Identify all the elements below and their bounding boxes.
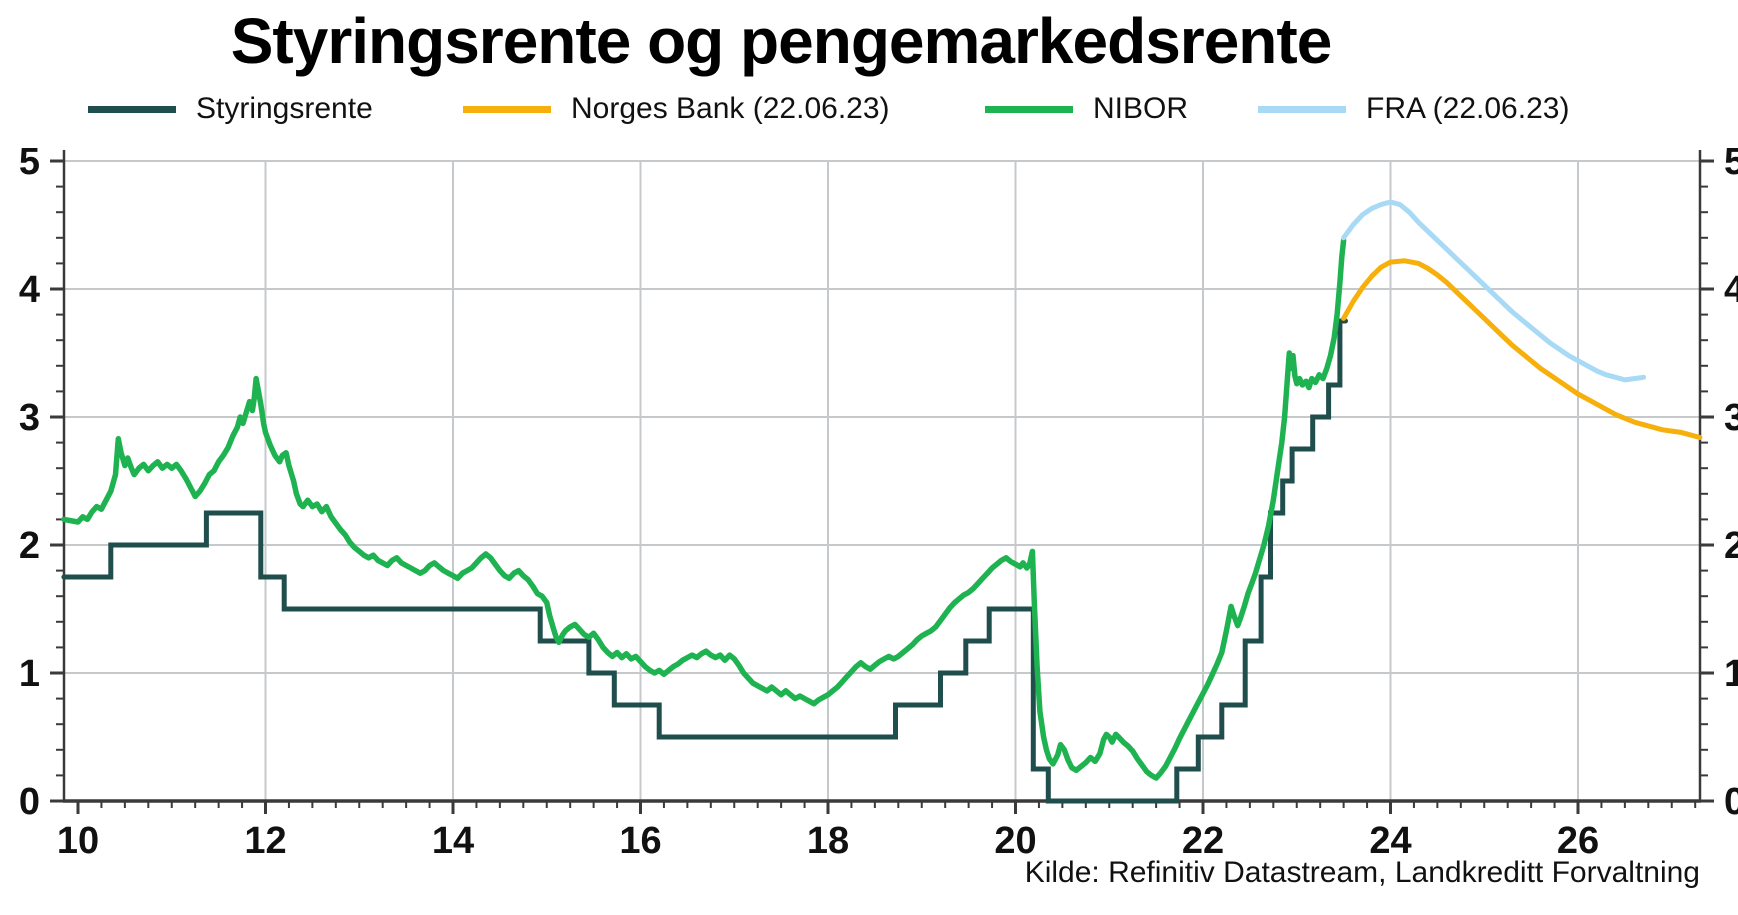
legend-swatch-styringsrente-line [88, 105, 176, 113]
svg-text:0: 0 [19, 781, 40, 823]
svg-text:2: 2 [19, 525, 40, 567]
axis-ticks [50, 159, 1714, 814]
svg-text:5: 5 [1724, 141, 1738, 183]
svg-text:3: 3 [1724, 397, 1738, 439]
svg-text:26: 26 [1557, 820, 1599, 862]
legend-swatch-fra-line [1258, 105, 1346, 113]
svg-text:3: 3 [19, 397, 40, 439]
svg-text:1: 1 [1724, 653, 1738, 695]
legend-item-styringsrente: Styringsrente [88, 92, 373, 126]
legend-item-fra: FRA (22.06.23) [1258, 92, 1569, 126]
svg-text:2: 2 [1724, 525, 1738, 567]
data-series-lines [61, 199, 1703, 804]
legend-label-styringsrente: Styringsrente [196, 92, 373, 125]
svg-text:12: 12 [244, 820, 286, 862]
svg-text:0: 0 [1724, 781, 1738, 823]
axis-tick-labels: 10 12 14 16 18 20 22 24 260 01 12 23 34 45 5 [19, 141, 1738, 862]
legend-label-fra: FRA (22.06.23) [1366, 92, 1570, 125]
gridlines [64, 160, 1700, 801]
svg-text:4: 4 [19, 269, 40, 311]
svg-text:14: 14 [432, 820, 474, 862]
legend-swatch-norges-bank-line [463, 105, 551, 113]
axes [62, 150, 1702, 803]
svg-text:18: 18 [807, 820, 849, 862]
legend-label-nibor: NIBOR [1093, 92, 1189, 125]
svg-text:4: 4 [1724, 269, 1738, 311]
legend-item-nibor: NIBOR [985, 92, 1188, 126]
svg-text:22: 22 [1182, 820, 1224, 862]
legend-swatch-nibor-line [985, 105, 1073, 113]
svg-text:24: 24 [1369, 820, 1411, 862]
chart-legend: Styringsrente Norges Bank (22.06.23) NIB… [0, 92, 1738, 126]
legend-label-norges-bank: Norges Bank (22.06.23) [571, 92, 890, 125]
source-credit: Kilde: Refinitiv Datastream, Landkreditt… [1024, 856, 1700, 889]
svg-text:16: 16 [619, 820, 661, 862]
legend-item-norges-bank: Norges Bank (22.06.23) [463, 92, 890, 126]
chart-title: Styringsrente og pengemarkedsrente [230, 5, 1333, 77]
svg-text:5: 5 [19, 141, 40, 183]
svg-text:10: 10 [57, 820, 99, 862]
svg-text:20: 20 [994, 820, 1036, 862]
svg-text:1: 1 [19, 653, 40, 695]
